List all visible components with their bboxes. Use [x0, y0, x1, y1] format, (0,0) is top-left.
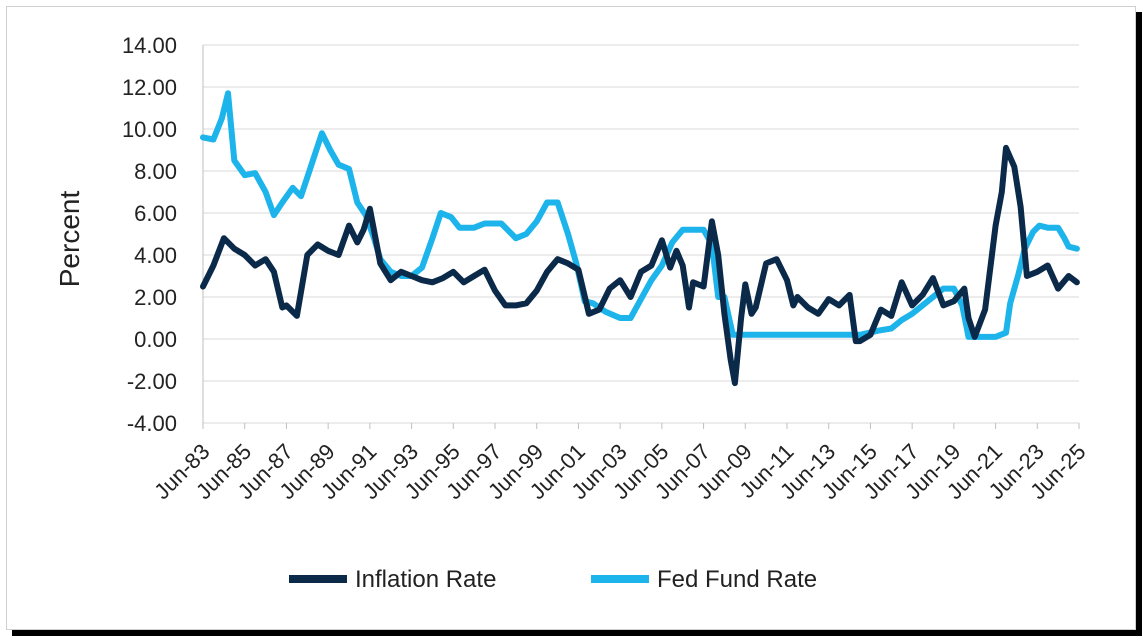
y-tick-label: 4.00: [134, 243, 177, 268]
y-tick-label: 14.00: [122, 33, 177, 58]
fed-fund-rate-line: [200, 90, 1080, 340]
y-tick-label: 12.00: [122, 75, 177, 100]
y-axis-ticks: 14.00 12.00 10.00 8.00 6.00 4.00 2.00 0.00 -2.00…: [122, 33, 177, 436]
line-chart: 14.00 12.00 10.00 8.00 6.00 4.00 2.00 0.00 -2.00…: [54, 33, 1091, 593]
series-lines: [200, 90, 1080, 387]
gridlines: [202, 44, 1079, 424]
y-tick-label: -4.00: [127, 411, 177, 436]
y-tick-label: -2.00: [127, 369, 177, 394]
legend-label-inflation: Inflation Rate: [355, 566, 496, 593]
x-axis-ticks: Jun-83Jun-85Jun-87Jun-89Jun-91Jun-93Jun-…: [149, 423, 1091, 504]
y-tick-label: 8.00: [134, 159, 177, 184]
y-axis-label: Percent: [54, 191, 85, 288]
y-tick-label: 0.00: [134, 327, 177, 352]
y-tick-label: 2.00: [134, 285, 177, 310]
y-tick-label: 10.00: [122, 117, 177, 142]
legend: Inflation Rate Fed Fund Rate: [289, 566, 817, 593]
legend-label-fed-fund: Fed Fund Rate: [657, 566, 817, 593]
inflation-rate-line: [200, 144, 1080, 387]
chart-frame: 14.00 12.00 10.00 8.00 6.00 4.00 2.00 0.00 -2.00…: [6, 6, 1136, 630]
y-tick-label: 6.00: [134, 201, 177, 226]
